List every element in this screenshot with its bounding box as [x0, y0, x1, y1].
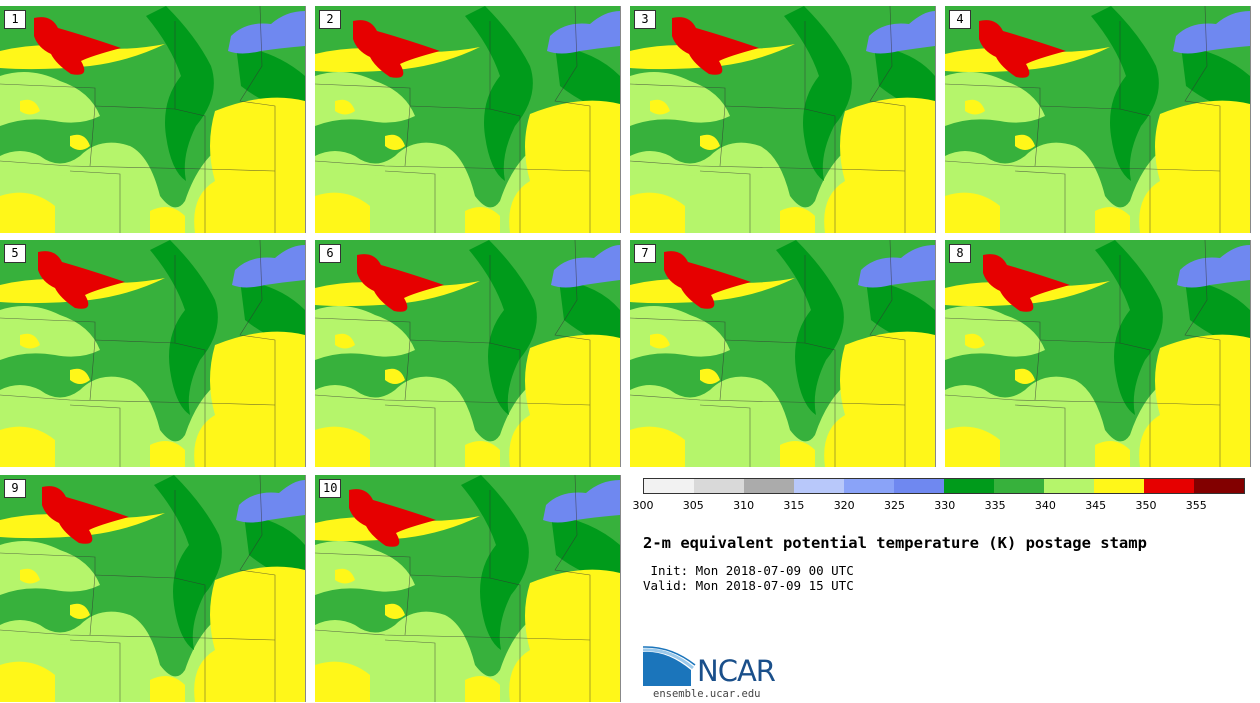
ncar-logo-icon [643, 646, 696, 686]
colorbar-swatch [1094, 479, 1144, 493]
panel-number-label: 7 [634, 244, 656, 263]
map-graphic [0, 6, 305, 233]
panel-number-label: 8 [949, 244, 971, 263]
colorbar-swatch [994, 479, 1044, 493]
map-panel: 5 [0, 240, 306, 467]
init-time: Init: Mon 2018-07-09 00 UTC [643, 563, 854, 578]
map-panel: 2 [315, 6, 621, 233]
colorbar-tick-label: 325 [884, 499, 905, 512]
colorbar-tick-label: 315 [783, 499, 805, 512]
map-graphic [945, 6, 1250, 233]
colorbar-tick-label: 350 [1135, 499, 1157, 512]
map-graphic [630, 6, 935, 233]
map-graphic [315, 240, 620, 467]
logo-text: NCAR [697, 654, 776, 688]
map-graphic [0, 475, 305, 702]
map-graphic [0, 240, 305, 467]
panel-number-label: 3 [634, 10, 656, 29]
map-panel: 10 [315, 475, 621, 702]
colorbar-tick-label: 355 [1185, 499, 1207, 512]
colorbar-swatch [794, 479, 844, 493]
panel-number-label: 2 [319, 10, 341, 29]
colorbar-swatch [744, 479, 794, 493]
chart-title: 2-m equivalent potential temperature (K)… [643, 534, 1147, 552]
map-panel: 6 [315, 240, 621, 467]
panel-number-label: 1 [4, 10, 26, 29]
colorbar-tick-label: 340 [1034, 499, 1056, 512]
panel-number-label: 9 [4, 479, 26, 498]
colorbar-swatch [694, 479, 744, 493]
map-panel: 7 [630, 240, 936, 467]
colorbar-swatch [1194, 479, 1244, 493]
colorbar-tick-label: 300 [632, 499, 654, 512]
map-panel: 3 [630, 6, 936, 233]
site-url: ensemble.ucar.edu [653, 688, 761, 700]
panel-number-label: 4 [949, 10, 971, 29]
map-graphic [630, 240, 935, 467]
valid-time: Valid: Mon 2018-07-09 15 UTC [643, 578, 854, 593]
colorbar-tick-label: 345 [1085, 499, 1107, 512]
map-graphic [945, 240, 1250, 467]
colorbar-swatch [1144, 479, 1194, 493]
panel-number-label: 10 [319, 479, 342, 498]
colorbar-tick-label: 335 [984, 499, 1006, 512]
panel-number-label: 5 [4, 244, 26, 263]
map-graphic [315, 6, 620, 233]
colorbar-swatch [844, 479, 894, 493]
map-panel: 1 [0, 6, 306, 233]
colorbar-tick-label: 320 [833, 499, 855, 512]
colorbar-tick-label: 330 [934, 499, 956, 512]
colorbar-tick-label: 305 [682, 499, 704, 512]
colorbar-swatch [1044, 479, 1094, 493]
colorbar-tick-label: 310 [733, 499, 755, 512]
colorbar-swatch [944, 479, 994, 493]
colorbar-swatch [644, 479, 694, 493]
colorbar-swatch [894, 479, 944, 493]
colorbar [643, 478, 1245, 494]
map-graphic [315, 475, 620, 702]
map-panel: 4 [945, 6, 1251, 233]
panel-number-label: 6 [319, 244, 341, 263]
map-panel: 8 [945, 240, 1251, 467]
map-panel: 9 [0, 475, 306, 702]
